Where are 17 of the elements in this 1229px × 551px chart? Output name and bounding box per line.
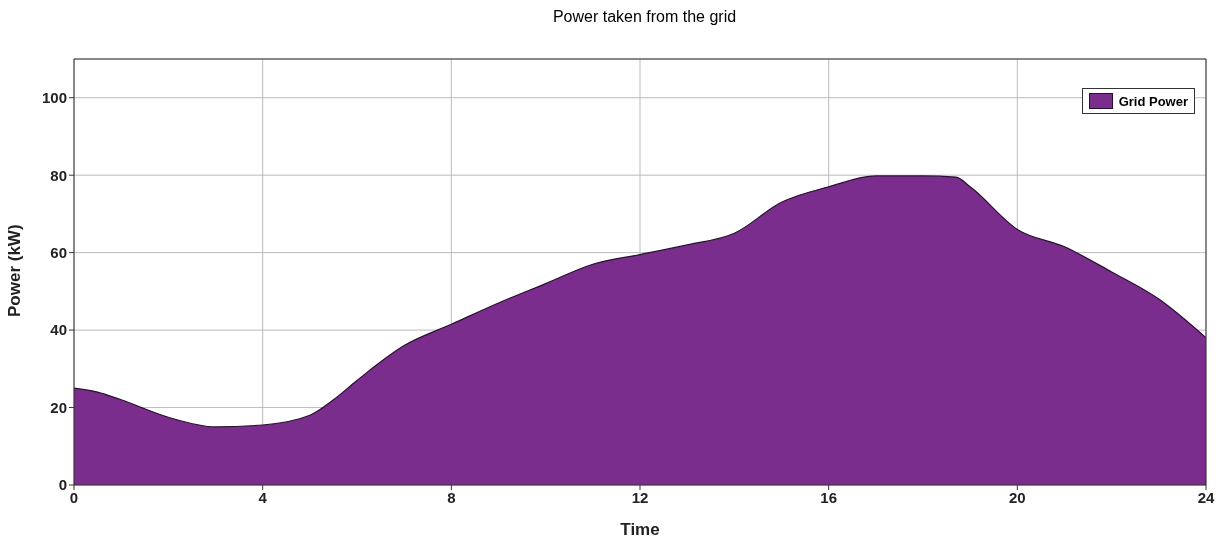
x-tick-label: 16 [820,488,838,506]
x-tick-label: 8 [447,488,456,506]
y-tick-label: 40 [50,321,67,339]
y-tick-label: 20 [50,398,67,416]
chart-title: Power taken from the grid [551,8,738,27]
y-tick-label: 60 [50,243,67,261]
y-tick-label: 0 [58,476,67,494]
y-axis-title: Power (kW) [5,224,25,317]
y-tick-label: 80 [50,166,67,184]
y-tick-label: 100 [41,89,67,107]
x-tick-label: 20 [1008,488,1026,506]
legend-label: Grid Power [1118,93,1188,109]
x-tick-label: 0 [69,488,79,506]
x-axis-title: Time [620,520,660,539]
x-tick-label: 12 [631,488,649,506]
x-tick-label: 24 [1197,488,1215,506]
x-tick-label: 4 [258,488,268,506]
